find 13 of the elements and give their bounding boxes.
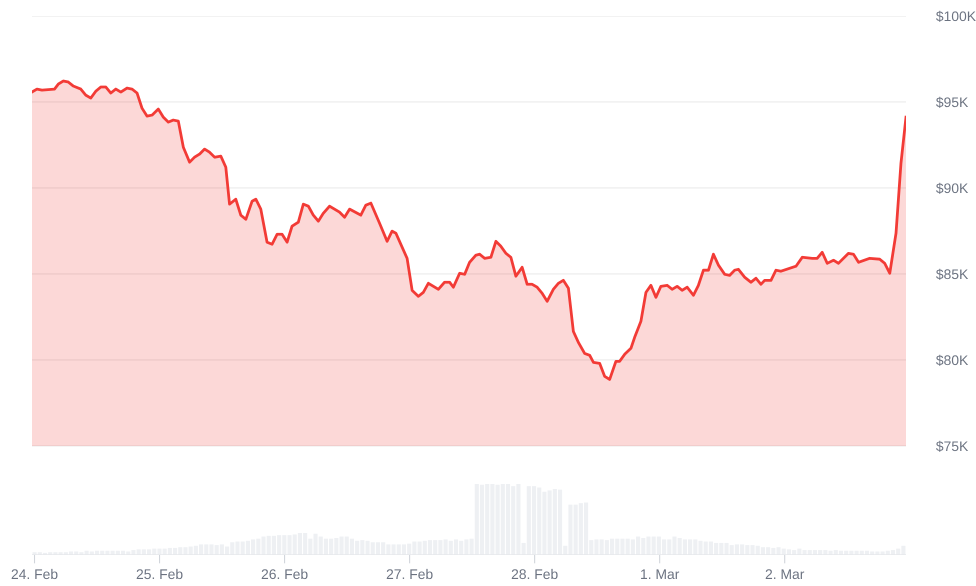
y-tick-label: $80K <box>936 354 968 366</box>
y-tick-label: $85K <box>936 268 968 280</box>
x-tick-label: 1. Mar <box>641 569 680 580</box>
x-tick-label: 28. Feb <box>512 568 558 580</box>
y-tick-label: $75K <box>936 440 968 452</box>
y-tick-label: $90K <box>936 182 968 194</box>
x-tick-label: 24. Feb <box>12 568 58 580</box>
x-tick-label: 26. Feb <box>262 568 308 580</box>
y-tick-label: $95K <box>936 96 968 108</box>
x-tick-label: 27. Feb <box>386 568 433 580</box>
x-tick-label: 25. Feb <box>136 568 183 580</box>
y-tick-label: $100K <box>936 10 976 22</box>
x-tick-label: 2. Mar <box>766 569 804 580</box>
